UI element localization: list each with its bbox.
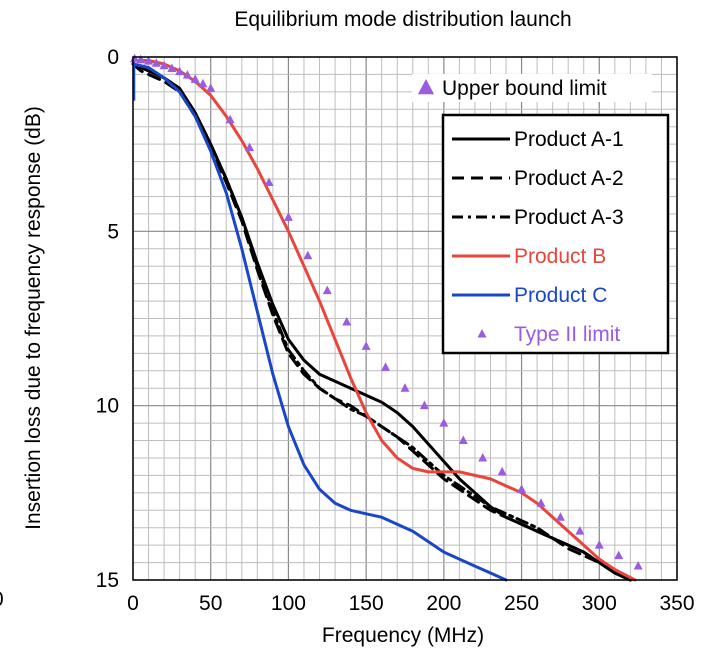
legend-label-product-a-3: Product A-3 — [514, 206, 624, 229]
x-tick-label: 150 — [349, 592, 384, 615]
type-ii-limit-point — [497, 466, 507, 476]
top-legend-label: Upper bound limit — [442, 77, 607, 100]
type-ii-limit-point — [264, 177, 274, 187]
stray-tick-label: 0 — [0, 588, 4, 612]
type-ii-limit-point — [419, 400, 429, 410]
legend-swatch-type-ii-limit — [477, 329, 487, 338]
type-ii-limit-point — [303, 250, 313, 260]
top-legend-box — [412, 74, 652, 102]
type-ii-limit-point — [190, 74, 200, 83]
type-ii-limit-point — [536, 498, 546, 507]
y-tick-label: 0 — [107, 46, 119, 69]
type-ii-limit-point — [144, 56, 154, 65]
type-ii-limit-point — [175, 66, 185, 76]
y-tick-label: 10 — [96, 395, 119, 418]
type-ii-limit-point — [633, 561, 643, 570]
type-ii-limit-point — [439, 418, 449, 427]
y-tick-label: 5 — [107, 220, 119, 243]
type-ii-limit-point — [322, 285, 332, 295]
series-line-product-c — [131, 62, 508, 582]
x-tick-label: 0 — [127, 592, 139, 615]
series-line-product-a-3 — [131, 62, 632, 582]
x-axis-label: Frequency (MHz) — [321, 624, 485, 647]
y-tick-label: 15 — [96, 569, 119, 592]
type-ii-limit-point — [575, 526, 585, 535]
type-ii-limit-point — [206, 83, 216, 92]
type-ii-limit-point — [245, 142, 255, 152]
x-tick-label: 50 — [199, 592, 222, 615]
chart-title: Equilibrium mode distribution launch — [234, 8, 572, 31]
legend-label-product-a-2: Product A-2 — [514, 167, 624, 190]
type-ii-limit-point — [225, 114, 235, 124]
type-ii-limit-point — [342, 316, 352, 326]
top-legend: Upper bound limit — [412, 74, 652, 102]
type-ii-limit-point — [136, 54, 146, 64]
type-ii-limit-point — [283, 212, 293, 221]
legend-box — [441, 113, 670, 355]
series-layer — [131, 57, 637, 582]
x-tick-label: 350 — [659, 592, 694, 615]
type-ii-limit-point — [555, 512, 565, 521]
type-ii-limit-point — [182, 70, 192, 79]
type-ii-limit-point — [458, 435, 468, 445]
axis-tick-labels: 0 50 100 150 200 250 300 350 0 5 10 15 — [96, 46, 695, 615]
marker-layer — [130, 53, 643, 570]
legend-label-product-b: Product B — [514, 245, 606, 268]
type-ii-limit-point — [381, 362, 391, 371]
legend-label-type-ii-limit: Type II limit — [514, 323, 620, 346]
x-tick-label: 250 — [504, 592, 539, 615]
series-line-product-b — [131, 59, 637, 582]
type-ii-limit-point — [167, 63, 177, 73]
type-ii-limit-point — [594, 540, 604, 549]
type-ii-limit-point — [159, 60, 169, 70]
plot-frame — [132, 56, 678, 581]
legend-label-product-c: Product C — [514, 284, 607, 307]
legend-label-product-a-1: Product A-1 — [514, 128, 624, 151]
top-legend-marker — [417, 79, 435, 95]
x-tick-label: 100 — [271, 592, 306, 615]
type-ii-limit-point — [478, 452, 488, 462]
type-ii-limit-point — [198, 78, 208, 88]
type-ii-limit-point — [614, 550, 624, 560]
type-ii-limit-point — [151, 58, 161, 67]
type-ii-limit-point — [361, 341, 371, 350]
x-tick-label: 300 — [582, 592, 617, 615]
x-tick-label: 200 — [426, 592, 461, 615]
type-ii-limit-point — [400, 383, 410, 392]
type-ii-limit-point — [517, 484, 527, 493]
legend: Product A-1 Product A-2 Product A-3 Product… — [441, 113, 670, 355]
